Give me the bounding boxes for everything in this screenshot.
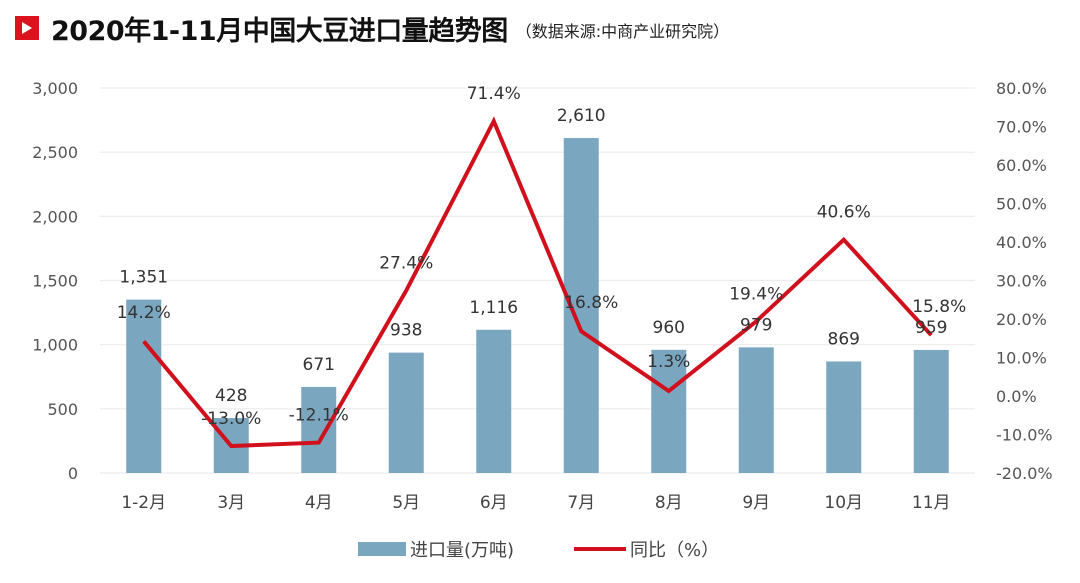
legend-bar-swatch <box>358 542 406 556</box>
bar-value-label: 938 <box>390 321 422 341</box>
line-value-label: 27.4% <box>379 254 433 274</box>
x-axis-tick: 6月 <box>480 493 508 513</box>
x-axis-tick: 3月 <box>217 493 245 513</box>
bar <box>301 386 337 473</box>
line-value-label: -12.1% <box>289 406 349 426</box>
line-value-label: 15.8% <box>912 297 966 317</box>
bar <box>388 352 424 473</box>
bar <box>651 349 687 473</box>
left-axis-tick: 1,500 <box>32 272 78 291</box>
line-value-label: 40.6% <box>817 203 871 223</box>
right-y-axis: -20.0% -10.0% 0.0% 10.0% 20.0% 30.0% 40.0% 50.0… <box>996 79 1053 483</box>
bar-value-label: 979 <box>740 315 772 335</box>
right-axis-tick: 40.0% <box>996 233 1047 252</box>
chart-source: （数据来源:中商产业研究院） <box>515 22 730 41</box>
x-axis-tick: 8月 <box>655 493 683 513</box>
bar-value-label: 1,351 <box>119 268 168 288</box>
bar-value-label: 1,116 <box>469 298 518 318</box>
x-axis-tick: 11月 <box>912 493 951 513</box>
bar-value-label: 869 <box>828 329 860 349</box>
bar-data-labels: 1,351 428 671 938 1,116 2,610 960 979 869 959 <box>119 106 947 406</box>
left-axis-tick: 2,500 <box>32 143 78 162</box>
right-axis-tick: 80.0% <box>996 79 1047 98</box>
line-value-label: 71.4% <box>467 84 521 104</box>
right-axis-tick: 0.0% <box>996 387 1037 406</box>
left-axis-tick: 1,000 <box>32 336 78 355</box>
x-axis-tick: 7月 <box>567 493 595 513</box>
chart-title: 2020年1-11月中国大豆进口量趋势图 <box>51 15 508 47</box>
yoy-line <box>142 116 933 449</box>
right-axis-tick: 70.0% <box>996 118 1047 137</box>
right-axis-tick: 10.0% <box>996 349 1047 368</box>
line-value-label: 14.2% <box>117 303 171 323</box>
bar <box>126 299 162 473</box>
line-value-label: 1.3% <box>647 352 690 372</box>
right-axis-tick: 20.0% <box>996 310 1047 329</box>
x-axis-tick: 4月 <box>305 493 333 513</box>
bar <box>913 349 949 473</box>
right-axis-tick: -20.0% <box>996 464 1053 483</box>
bar-value-label: 671 <box>303 355 335 375</box>
gridlines <box>100 87 975 474</box>
x-axis-tick: 5月 <box>392 493 420 513</box>
x-axis-tick: 9月 <box>742 493 770 513</box>
bar-value-label: 960 <box>653 318 685 338</box>
right-axis-tick: 50.0% <box>996 195 1047 214</box>
x-axis-tick: 1-2月 <box>121 493 166 513</box>
bar <box>476 329 512 473</box>
bar-value-label: 959 <box>915 318 947 338</box>
line-series-yoy <box>142 116 933 449</box>
bar <box>738 347 774 473</box>
line-value-label: 16.8% <box>564 293 618 313</box>
legend-line-label: 同比（%） <box>630 540 719 561</box>
right-axis-tick: -10.0% <box>996 426 1053 445</box>
left-axis-tick: 2,000 <box>32 207 78 226</box>
left-axis-tick: 0 <box>68 464 78 483</box>
x-axis: 1-2月 3月 4月 5月 6月 7月 8月 9月 10月 11月 <box>121 493 950 513</box>
line-value-label: -13.0% <box>201 409 261 429</box>
legend-bar-label: 进口量(万吨) <box>410 540 514 561</box>
bar-value-label: 2,610 <box>557 106 606 126</box>
chart-title-bar: 2020年1-11月中国大豆进口量趋势图 （数据来源:中商产业研究院） <box>15 10 730 47</box>
play-icon <box>15 16 39 40</box>
line-value-label: 19.4% <box>729 284 783 304</box>
left-y-axis: 0 500 1,000 1,500 2,000 2,500 3,000 <box>32 79 78 483</box>
bar-value-label: 428 <box>215 386 247 406</box>
right-axis-tick: 30.0% <box>996 272 1047 291</box>
x-axis-tick: 10月 <box>824 493 863 513</box>
legend: 进口量(万吨) 同比（%） <box>358 540 719 561</box>
bar-series-import-volume <box>126 138 949 474</box>
right-axis-tick: 60.0% <box>996 156 1047 175</box>
bar <box>826 361 862 473</box>
left-axis-tick: 3,000 <box>32 79 78 98</box>
line-data-labels: 14.2% -13.0% -12.1% 27.4% 71.4% 16.8% 1.3% 19.4… <box>117 84 967 429</box>
left-axis-tick: 500 <box>47 400 78 419</box>
